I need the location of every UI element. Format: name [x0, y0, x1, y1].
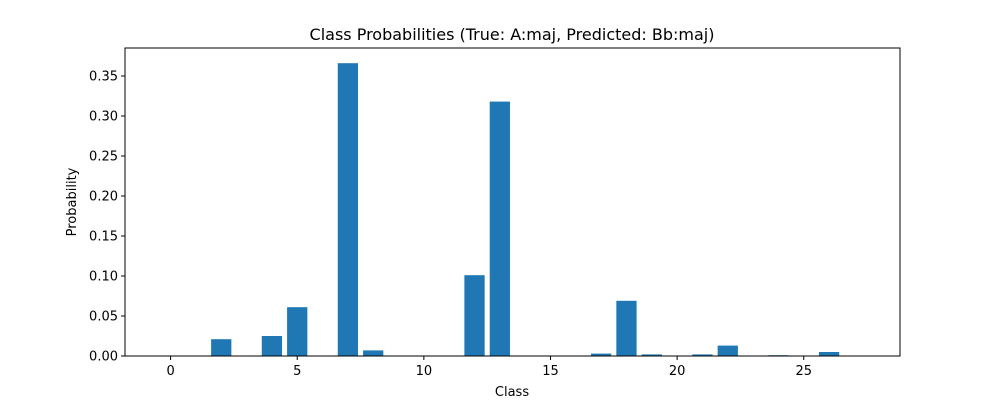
bar-class-21	[692, 354, 713, 356]
y-axis-label: Probability	[65, 167, 80, 236]
bar-class-17	[591, 353, 612, 356]
y-tick-label: 0.20	[89, 190, 118, 205]
bar-class-5	[287, 307, 308, 356]
x-tick-label: 0	[166, 364, 174, 379]
bar-class-13	[489, 101, 510, 356]
bar-class-12	[464, 275, 485, 356]
x-tick-label: 10	[416, 364, 433, 379]
y-tick-label: 0.35	[89, 70, 118, 85]
bars-group	[211, 63, 840, 356]
x-axis-label: Class	[495, 385, 529, 400]
bar-class-22	[717, 345, 738, 356]
bar-class-8	[363, 350, 384, 356]
x-axis: 0 5 10 15 20 25	[166, 356, 812, 379]
bar-class-4	[261, 336, 283, 356]
y-tick-label: 0.00	[89, 350, 118, 365]
y-axis: 0.00 0.05 0.10 0.15 0.20 0.25 0.30 0.35	[89, 70, 125, 365]
bar-class-2	[211, 339, 232, 356]
chart-title: Class Probabilities (True: A:maj, Predic…	[310, 25, 715, 44]
bar-class-18	[616, 300, 637, 356]
bar-class-19	[641, 354, 662, 356]
y-tick-label: 0.30	[89, 110, 118, 125]
x-tick-label: 25	[795, 364, 812, 379]
plot-frame	[124, 47, 901, 357]
x-tick-label: 20	[669, 364, 686, 379]
y-tick-label: 0.25	[89, 150, 118, 165]
x-tick-label: 15	[542, 364, 559, 379]
y-tick-label: 0.10	[89, 270, 118, 285]
bar-class-7	[337, 63, 359, 356]
y-tick-label: 0.05	[89, 310, 118, 325]
bar-class-26	[818, 352, 840, 356]
x-tick-label: 5	[293, 364, 301, 379]
y-tick-label: 0.15	[89, 230, 118, 245]
